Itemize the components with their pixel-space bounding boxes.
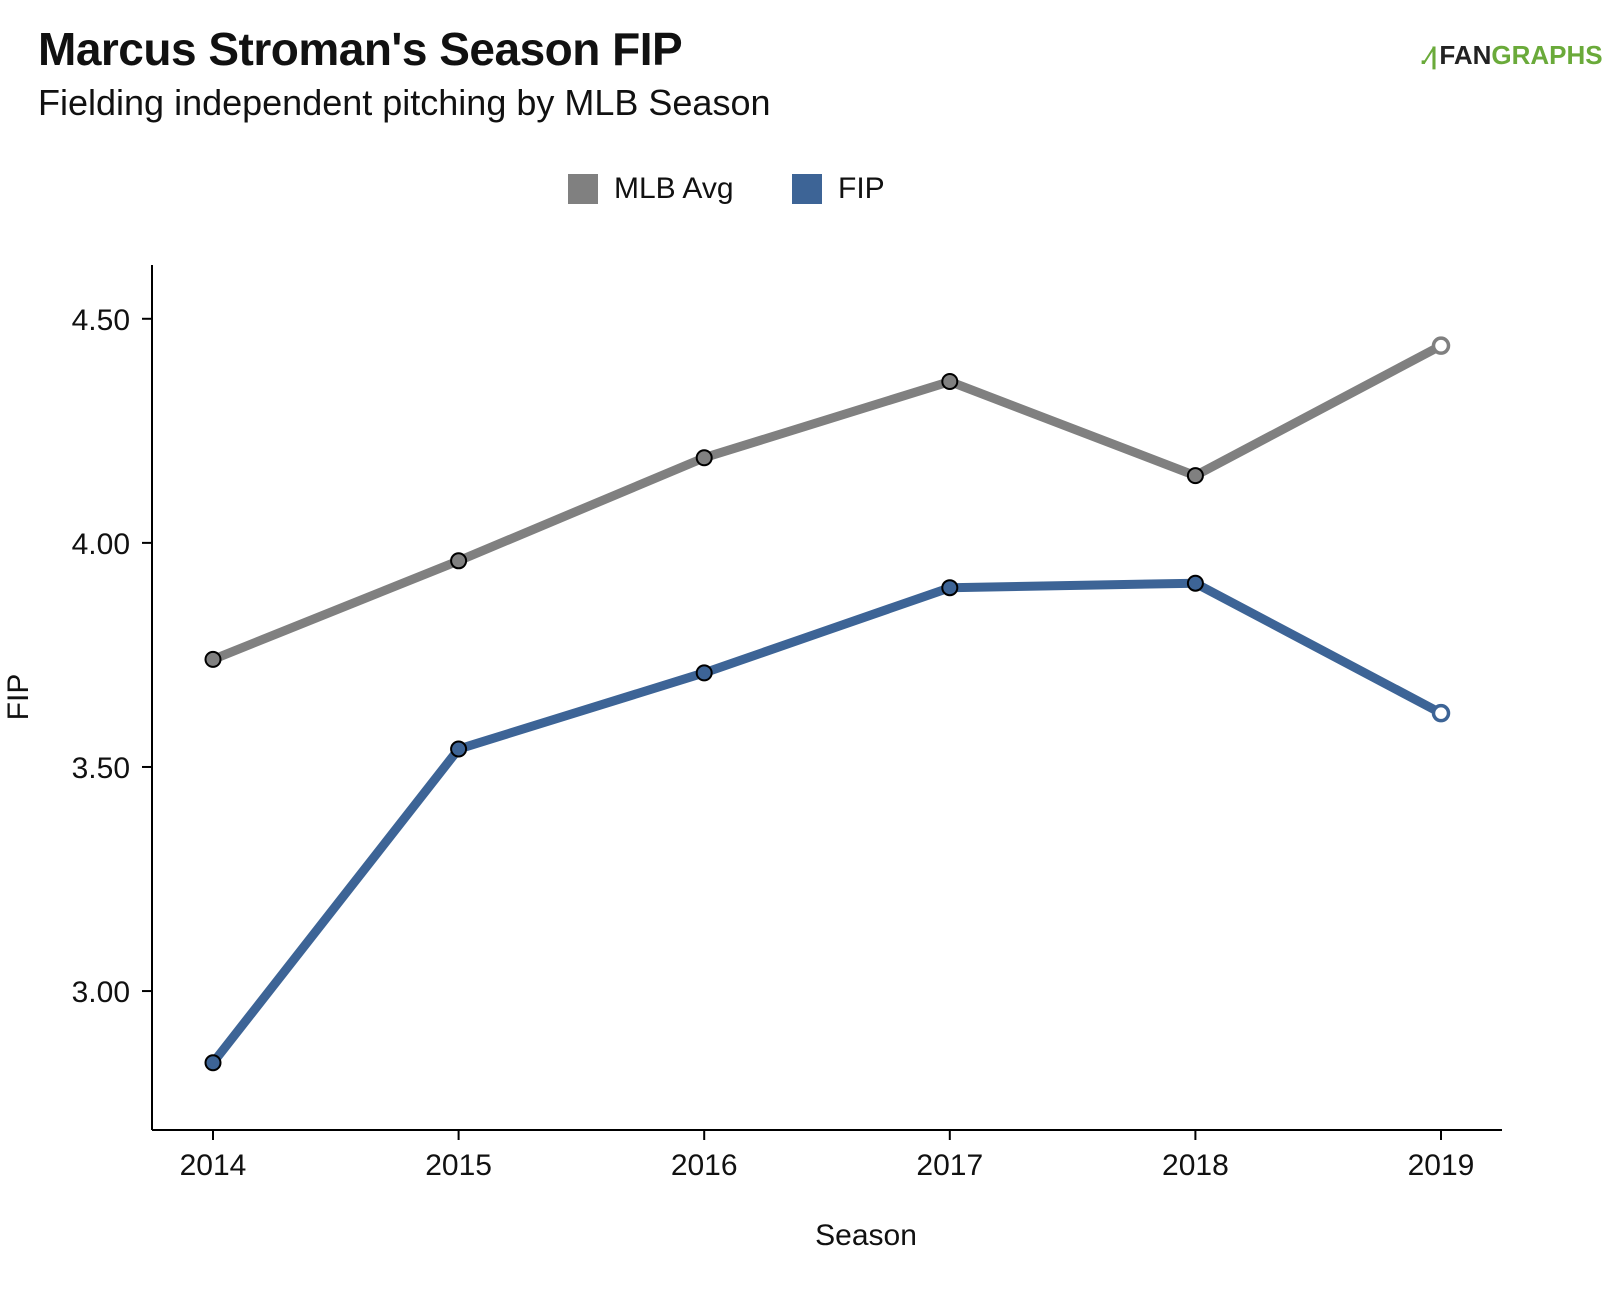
data-point-mlb-avg bbox=[695, 449, 713, 467]
y-tick-label: 3.00 bbox=[72, 976, 130, 1009]
logo-fan-text: FAN bbox=[1439, 40, 1492, 70]
legend-label-fip: FIP bbox=[838, 172, 885, 205]
y-tick-label: 3.50 bbox=[72, 752, 130, 785]
legend-label-mlb-avg: MLB Avg bbox=[614, 172, 734, 205]
data-point-mlb-avg bbox=[1186, 467, 1204, 485]
data-point-mlb-avg bbox=[941, 373, 959, 391]
logo-graphs-text: GRAPHS bbox=[1491, 40, 1603, 70]
x-tick-label: 2017 bbox=[916, 1149, 983, 1182]
fangraphs-logo: .⁄|FANGRAPHS bbox=[1420, 40, 1603, 71]
chart-subtitle: Fielding independent pitching by MLB Sea… bbox=[38, 82, 771, 123]
data-point-mlb-avg bbox=[204, 650, 222, 668]
x-tick-label: 2018 bbox=[1162, 1149, 1229, 1182]
data-point-mlb-avg bbox=[450, 552, 468, 570]
chart-title: Marcus Stroman's Season FIP bbox=[38, 23, 683, 75]
series-line-fip bbox=[208, 578, 1446, 1068]
legend-swatch-fip bbox=[792, 174, 822, 204]
data-point-fip bbox=[450, 740, 468, 758]
x-axis-title: Season bbox=[815, 1219, 917, 1252]
data-point-fip bbox=[941, 579, 959, 597]
data-point-fip bbox=[695, 664, 713, 682]
legend-item-fip: FIP bbox=[792, 172, 885, 206]
x-tick-label: 2016 bbox=[671, 1149, 738, 1182]
batter-icon: .⁄| bbox=[1420, 43, 1438, 70]
x-tick-label: 2015 bbox=[425, 1149, 492, 1182]
y-axis-title: FIP bbox=[2, 674, 35, 721]
data-point-fip bbox=[1186, 574, 1204, 592]
series-line-mlb-avg bbox=[208, 341, 1446, 664]
chart-legend: MLB Avg FIP bbox=[0, 172, 1622, 212]
data-point-fip bbox=[204, 1054, 222, 1072]
legend-item-mlb-avg: MLB Avg bbox=[568, 172, 734, 206]
x-tick-label: 2019 bbox=[1408, 1149, 1475, 1182]
legend-swatch-mlb-avg bbox=[568, 174, 598, 204]
y-tick-label: 4.00 bbox=[72, 528, 130, 561]
y-tick-label: 4.50 bbox=[72, 304, 130, 337]
data-point-fip bbox=[1431, 703, 1451, 723]
data-point-mlb-avg bbox=[1431, 336, 1451, 355]
x-tick-label: 2014 bbox=[180, 1149, 247, 1182]
